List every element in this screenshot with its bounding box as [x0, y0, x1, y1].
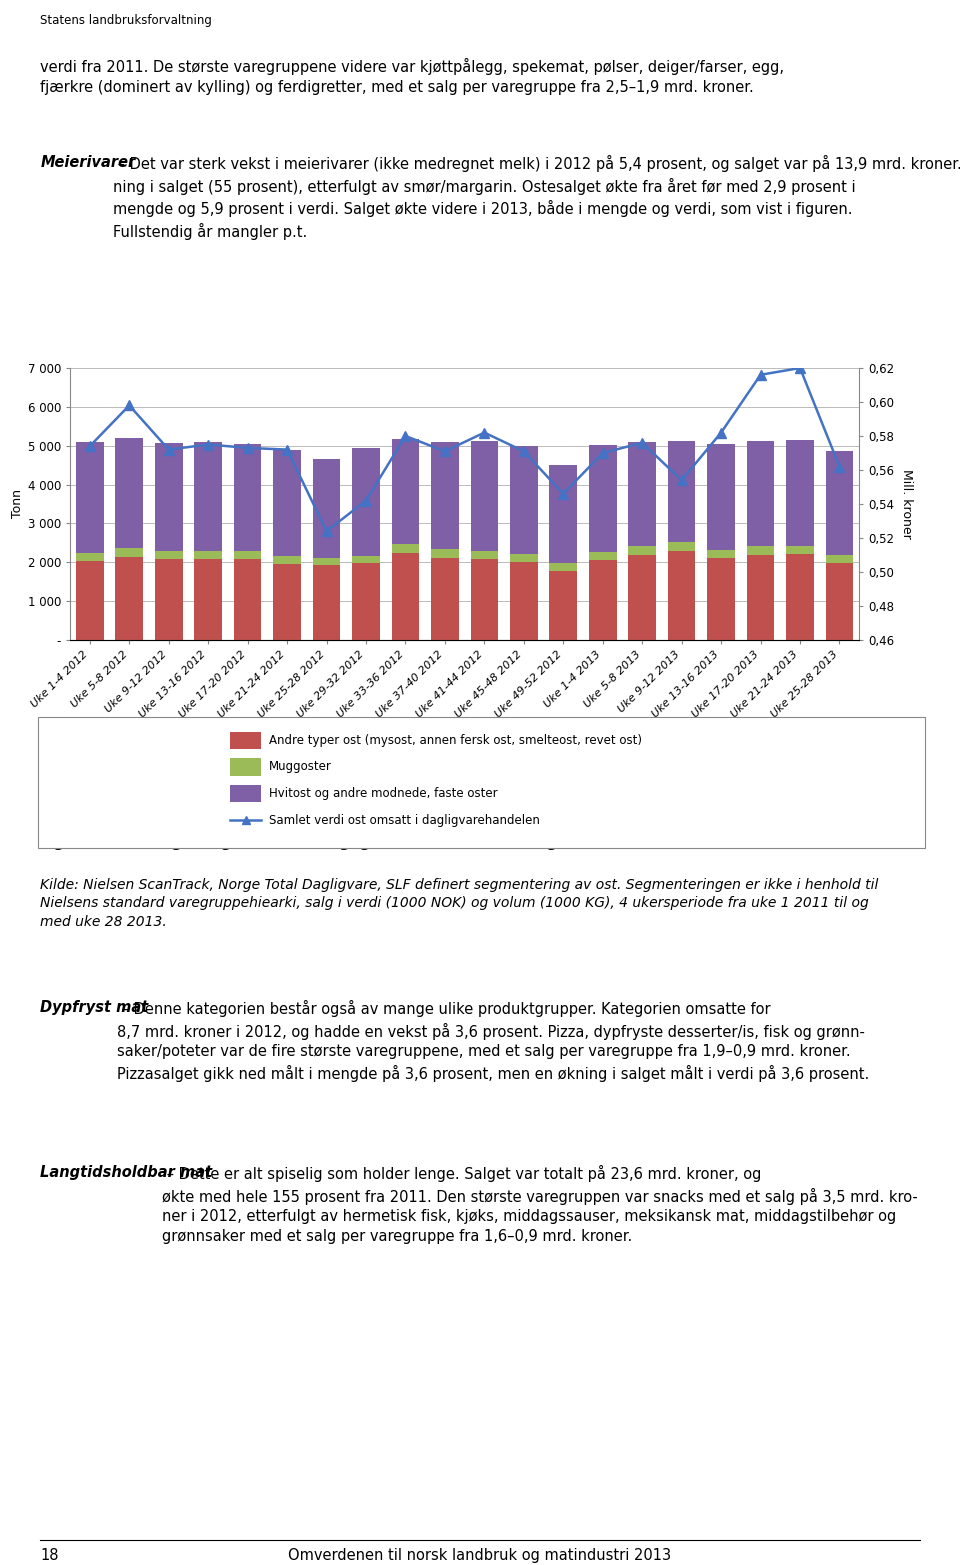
Bar	[234, 551, 261, 559]
Bar	[194, 441, 222, 551]
Text: Kilde: Nielsen ScanTrack, Norge Total Dagligvare, SLF definert segmentering av o: Kilde: Nielsen ScanTrack, Norge Total Da…	[40, 878, 878, 928]
Bar	[155, 559, 182, 640]
Bar	[431, 443, 459, 549]
Bar	[588, 552, 616, 560]
Bar	[76, 443, 104, 552]
Bar	[76, 560, 104, 640]
Text: Meierivarer: Meierivarer	[40, 155, 135, 171]
Bar	[708, 559, 735, 640]
Bar	[194, 559, 222, 640]
Text: – Denne kategorien består også av mange ulike produktgrupper. Kategorien omsatte: – Denne kategorien består også av mange …	[117, 1000, 870, 1081]
Bar	[826, 556, 853, 563]
Bar	[274, 557, 300, 565]
Y-axis label: Tonn: Tonn	[11, 490, 23, 518]
Bar	[629, 441, 656, 546]
Bar	[629, 554, 656, 640]
Bar	[786, 546, 814, 554]
Text: verdi fra 2011. De største varegruppene videre var kjøttpålegg, spekemat, pølser: verdi fra 2011. De største varegruppene …	[40, 58, 784, 95]
Bar	[313, 565, 341, 640]
Text: Omverdenen til norsk landbruk og matindustri 2013: Omverdenen til norsk landbruk og matindu…	[288, 1548, 672, 1563]
Bar	[115, 548, 143, 557]
Bar	[470, 551, 498, 559]
Bar	[155, 551, 182, 559]
Bar	[747, 441, 775, 546]
Text: Dypfryst mat: Dypfryst mat	[40, 1000, 149, 1016]
Bar	[352, 563, 380, 640]
Text: Figur 9: Utvikling i salget av ost i dagligvarebutikker i 2012 og 2013: Figur 9: Utvikling i salget av ost i dag…	[40, 836, 605, 850]
Bar	[826, 451, 853, 556]
Bar	[392, 438, 420, 545]
Text: Muggoster: Muggoster	[269, 761, 331, 773]
Bar	[431, 557, 459, 640]
Bar	[392, 552, 420, 640]
Bar	[234, 559, 261, 640]
Bar	[588, 560, 616, 640]
Bar	[826, 563, 853, 640]
Bar	[668, 543, 695, 551]
Bar	[274, 449, 300, 557]
Bar	[194, 551, 222, 559]
Bar	[549, 563, 577, 571]
Bar	[708, 551, 735, 559]
Bar	[313, 557, 341, 565]
Bar	[115, 557, 143, 640]
Text: Statens landbruksforvaltning: Statens landbruksforvaltning	[40, 14, 212, 27]
Text: Langtidsholdbar mat: Langtidsholdbar mat	[40, 1164, 212, 1180]
Bar	[352, 556, 380, 563]
Bar	[549, 571, 577, 640]
Bar	[786, 440, 814, 546]
Bar	[234, 444, 261, 551]
Bar	[274, 565, 300, 640]
Bar	[747, 546, 775, 554]
Bar	[510, 554, 538, 562]
Bar	[786, 554, 814, 640]
Bar	[588, 444, 616, 552]
Bar	[629, 546, 656, 554]
Bar	[155, 443, 182, 551]
Bar	[470, 559, 498, 640]
Text: 18: 18	[40, 1548, 59, 1563]
Bar	[392, 545, 420, 552]
Text: Hvitost og andre modnede, faste oster: Hvitost og andre modnede, faste oster	[269, 787, 497, 800]
Bar	[313, 459, 341, 557]
Bar	[470, 441, 498, 551]
Bar	[510, 562, 538, 640]
Bar	[352, 448, 380, 556]
Bar	[510, 446, 538, 554]
Bar	[549, 465, 577, 563]
Bar	[668, 551, 695, 640]
Bar	[431, 549, 459, 557]
Y-axis label: Mill. kroner: Mill. kroner	[900, 470, 913, 538]
Bar	[708, 444, 735, 551]
Text: Andre typer ost (mysost, annen fersk ost, smelteost, revet ost): Andre typer ost (mysost, annen fersk ost…	[269, 734, 642, 747]
Text: Samlet verdi ost omsatt i dagligvarehandelen: Samlet verdi ost omsatt i dagligvarehand…	[269, 814, 540, 826]
Text: – Det var sterk vekst i meierivarer (ikke medregnet melk) i 2012 på 5,4 prosent,: – Det var sterk vekst i meierivarer (ikk…	[113, 155, 960, 239]
Bar	[668, 441, 695, 543]
Bar	[115, 438, 143, 548]
Bar	[747, 554, 775, 640]
Bar	[76, 552, 104, 560]
Text: – Dette er alt spiselig som holder lenge. Salget var totalt på 23,6 mrd. kroner,: – Dette er alt spiselig som holder lenge…	[162, 1164, 918, 1244]
